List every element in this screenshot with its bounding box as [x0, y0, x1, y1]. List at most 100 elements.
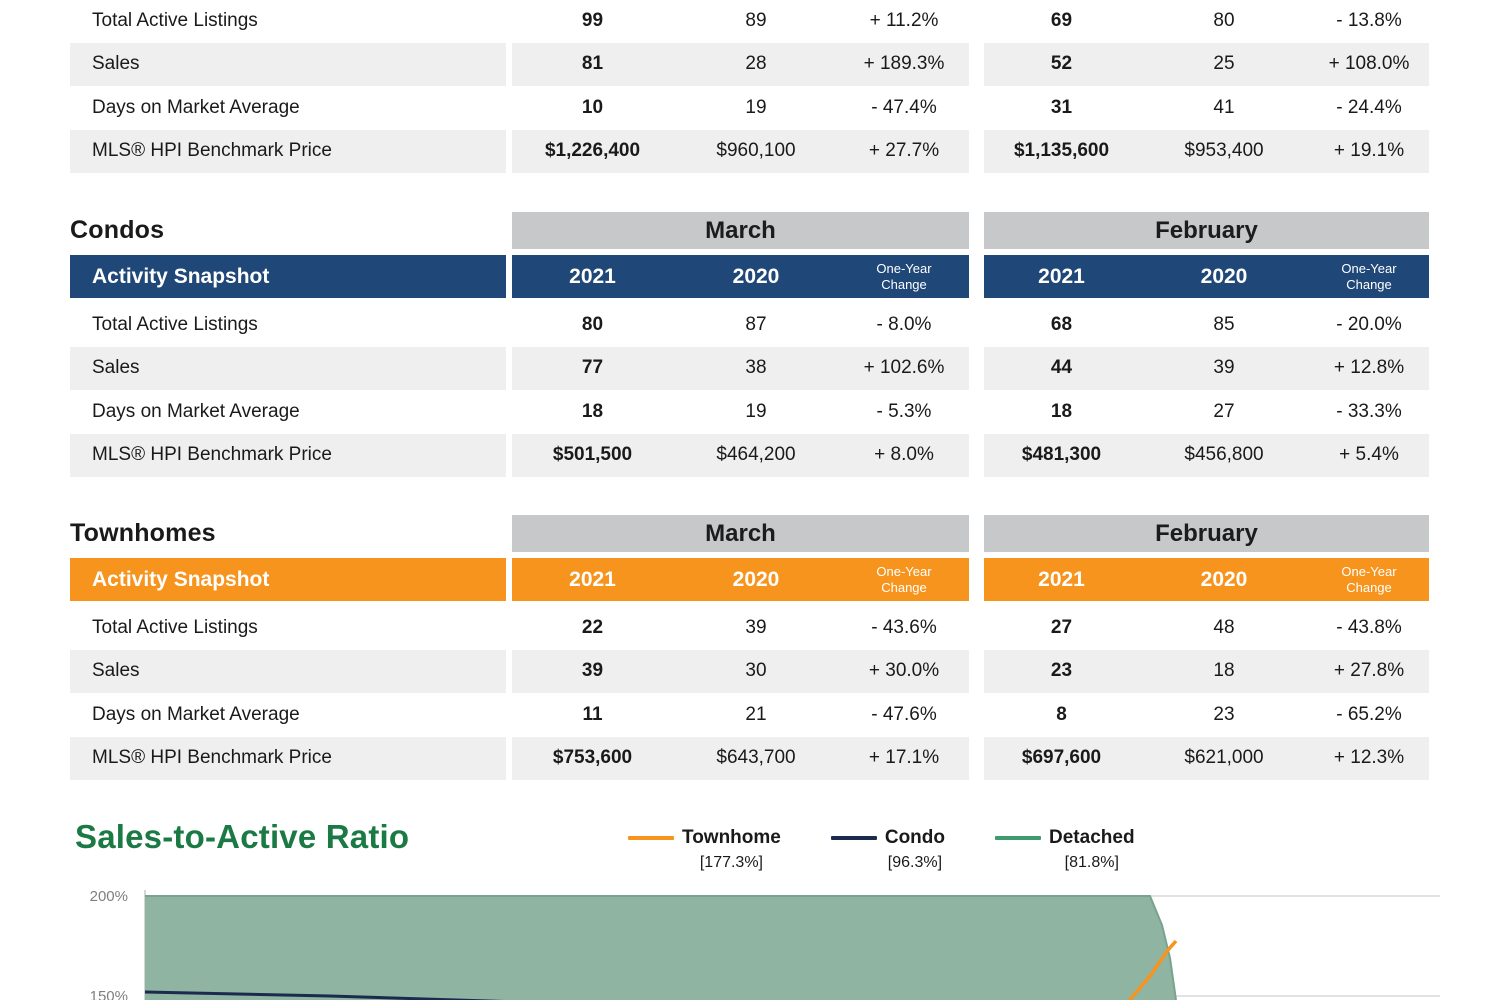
value-cell: - 47.6% — [871, 703, 937, 725]
y-tick-150: 150% — [89, 988, 128, 1000]
value-cell: + 17.1% — [839, 736, 969, 780]
column-header: 2021 — [984, 255, 1139, 298]
value-cell: 89 — [745, 9, 767, 31]
value-cell: 10 — [581, 96, 604, 118]
value-cell: - 33.3% — [1336, 400, 1402, 422]
value-cell: $464,200 — [673, 433, 839, 477]
value-cell: 21 — [745, 703, 767, 725]
value-cell: + 27.7% — [839, 129, 969, 173]
chart-canvas — [144, 890, 1440, 1000]
activity-snapshot-label: Activity Snapshot — [70, 255, 506, 298]
value-cell: + 102.6% — [839, 346, 969, 390]
value-cell: 39 — [745, 616, 767, 638]
row-label: Total Active Listings — [92, 313, 258, 335]
townhome-line-swatch-icon — [628, 836, 674, 840]
condo-line-swatch-icon — [830, 836, 877, 840]
legend-value: [81.8%] — [1064, 854, 1119, 871]
detached-area — [145, 896, 1176, 1000]
value-cell: 80 — [581, 313, 604, 335]
value-cell: 18 — [1139, 649, 1309, 693]
legend-item-condo: Condo [96.3%] — [830, 824, 945, 872]
activity-snapshot-row: Activity Snapshot 2021 2020 One-Year Change… — [70, 558, 1429, 601]
value-cell: 48 — [1213, 616, 1235, 638]
row-label: Total Active Listings — [92, 616, 258, 638]
legend-item-detached: Detached [81.8%] — [995, 824, 1135, 872]
value-cell: - 20.0% — [1336, 313, 1402, 335]
value-cell: $456,800 — [1139, 433, 1309, 477]
section-title: Condos — [70, 216, 165, 244]
table-row: Days on Market Average 10 19 - 47.4% 31 41 - 2… — [70, 86, 1429, 130]
detached-line — [145, 895, 1177, 1000]
column-header: One-Year Change — [839, 255, 969, 298]
legend-label: Condo — [884, 827, 946, 848]
condos-table: Condos March February Activity Snapshot 2021… — [70, 212, 1429, 477]
value-cell: - 8.0% — [876, 313, 932, 335]
detached-table-partial: Total Active Listings 99 89 + 11.2% 69 80 - 13… — [70, 0, 1429, 173]
row-label: Days on Market Average — [92, 96, 300, 118]
table-row: Total Active Listings 80 87 - 8.0% 68 85 - 20.… — [70, 303, 1429, 347]
value-cell: 23 — [984, 649, 1139, 693]
value-cell: - 65.2% — [1336, 703, 1402, 725]
legend-value: [96.3%] — [887, 854, 943, 871]
value-cell: 38 — [673, 346, 839, 390]
value-cell: + 11.2% — [869, 9, 939, 31]
detached-line-swatch-icon — [995, 836, 1042, 840]
value-cell: 80 — [1213, 9, 1235, 31]
value-cell: - 47.4% — [871, 96, 937, 118]
value-cell: - 5.3% — [876, 400, 932, 422]
column-header: 2021 — [512, 255, 673, 298]
value-cell: 25 — [1139, 42, 1309, 86]
column-header: One-Year Change — [1309, 255, 1429, 298]
table-row: Days on Market Average 18 19 - 5.3% 18 27 - 33… — [70, 390, 1429, 434]
value-cell: $753,600 — [512, 736, 673, 780]
value-cell: $621,000 — [1139, 736, 1309, 780]
value-cell: 69 — [1050, 9, 1073, 31]
value-cell: 68 — [1050, 313, 1073, 335]
column-header: 2021 — [984, 558, 1139, 601]
value-cell: $960,100 — [673, 129, 839, 173]
month-header-february: February — [984, 515, 1429, 552]
column-header: 2020 — [1139, 255, 1309, 298]
value-cell: - 43.6% — [871, 616, 937, 638]
column-header: One-Year Change — [839, 558, 969, 601]
legend-text: Detached [81.8%] — [1049, 824, 1135, 872]
value-cell: $501,500 — [512, 433, 673, 477]
value-cell: 44 — [984, 346, 1139, 390]
row-label: MLS® HPI Benchmark Price — [70, 433, 506, 477]
activity-snapshot-row: Activity Snapshot 2021 2020 One-Year Change… — [70, 255, 1429, 298]
value-cell: $697,600 — [984, 736, 1139, 780]
column-header: 2020 — [673, 255, 839, 298]
column-header: One-Year Change — [1309, 558, 1429, 601]
value-cell: 22 — [581, 616, 604, 638]
value-cell: 81 — [512, 42, 673, 86]
value-cell: 23 — [1213, 703, 1235, 725]
value-cell: $643,700 — [673, 736, 839, 780]
month-header-march: March — [512, 515, 969, 552]
value-cell: - 24.4% — [1336, 96, 1402, 118]
value-cell: 8 — [1056, 703, 1067, 725]
value-cell: 85 — [1213, 313, 1235, 335]
value-cell: 18 — [1050, 400, 1073, 422]
y-tick-200: 200% — [89, 888, 128, 905]
value-cell: 77 — [512, 346, 673, 390]
legend-text: Condo [96.3%] — [885, 824, 945, 872]
table-row: Total Active Listings 99 89 + 11.2% 69 80 - 13… — [70, 0, 1429, 43]
row-label: Sales — [70, 42, 506, 86]
section-title: Townhomes — [70, 519, 216, 547]
value-cell: + 19.1% — [1309, 129, 1429, 173]
column-header: 2020 — [673, 558, 839, 601]
value-cell: 30 — [673, 649, 839, 693]
value-cell: 27 — [1213, 400, 1235, 422]
value-cell: 87 — [745, 313, 767, 335]
value-cell: + 12.3% — [1309, 736, 1429, 780]
value-cell: + 27.8% — [1309, 649, 1429, 693]
legend-text: Townhome [177.3%] — [682, 824, 781, 872]
table-row: Sales 77 38 + 102.6% 44 39 + 12.8% — [70, 346, 1429, 390]
value-cell: - 13.8% — [1336, 9, 1402, 31]
value-cell: $1,226,400 — [512, 129, 673, 173]
value-cell: $481,300 — [984, 433, 1139, 477]
table-header-row: Townhomes March February — [70, 515, 1429, 552]
table-row: Sales 39 30 + 30.0% 23 18 + 27.8% — [70, 649, 1429, 693]
row-label: MLS® HPI Benchmark Price — [70, 736, 506, 780]
